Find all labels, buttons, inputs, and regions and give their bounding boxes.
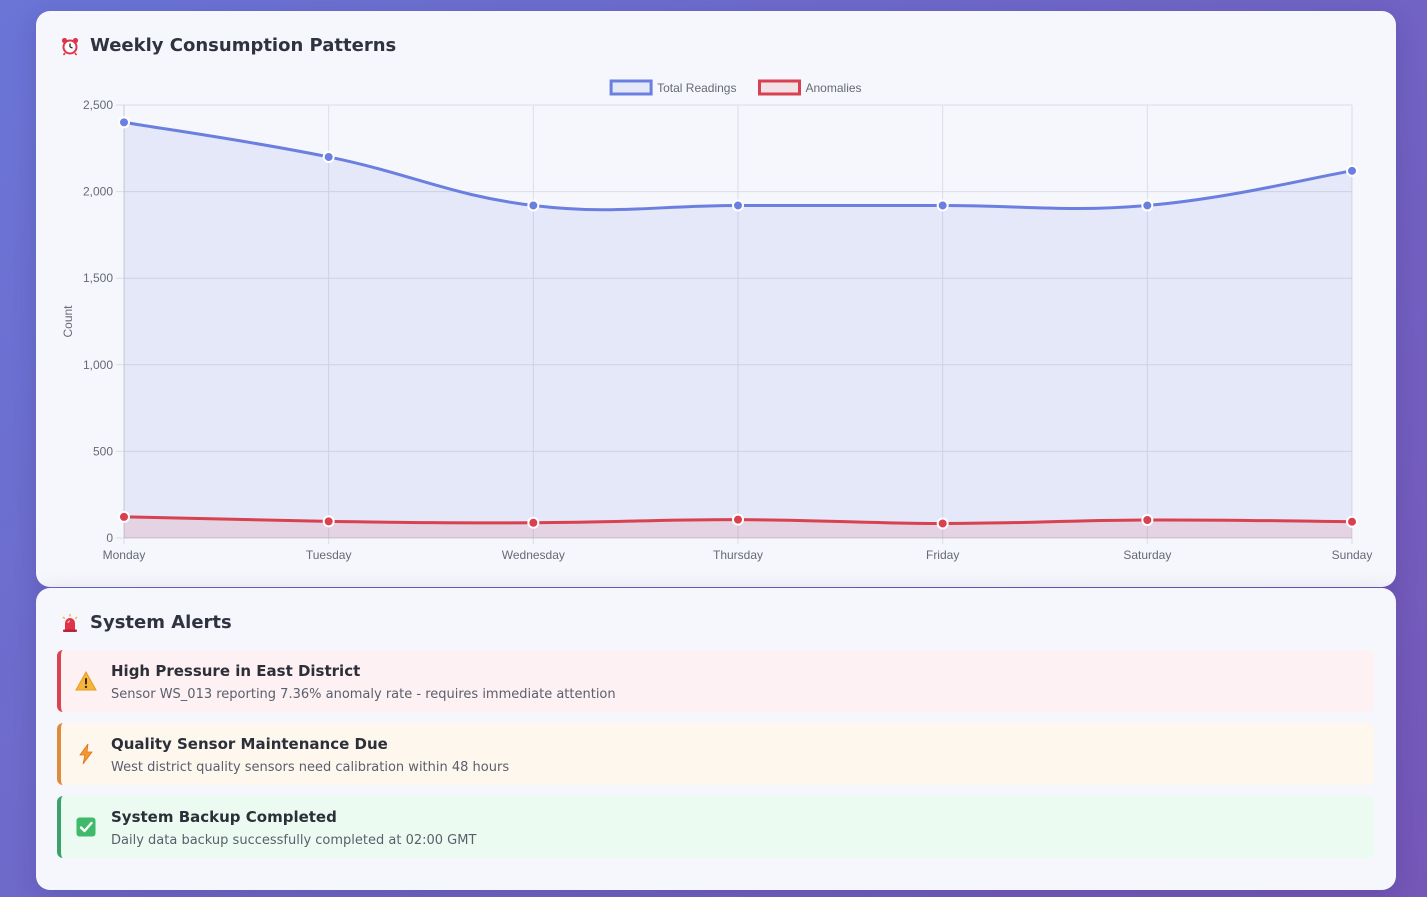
alerts-card-header: System Alerts	[60, 612, 232, 633]
consumption-title: Weekly Consumption Patterns	[90, 35, 397, 56]
alert-title: Quality Sensor Maintenance Due	[111, 735, 388, 753]
data-point	[322, 515, 335, 528]
data-point	[1141, 513, 1154, 526]
alert-message: Sensor WS_013 reporting 7.36% anomaly ra…	[111, 687, 616, 702]
x-tick-label: Monday	[103, 548, 146, 562]
legend-swatch	[609, 79, 653, 96]
data-point	[1346, 515, 1358, 528]
legend-swatch	[758, 79, 801, 96]
alert-message: Daily data backup successfully completed…	[111, 833, 477, 848]
alerts-title: System Alerts	[90, 612, 232, 633]
data-point	[118, 116, 130, 129]
alert-title: High Pressure in East District	[111, 662, 361, 680]
alert-item-backup[interactable]: System Backup Completed Daily data backu…	[57, 796, 1374, 858]
alerts-card: System Alerts High Pressure in East Dist…	[36, 588, 1396, 890]
y-tick-label: 2,500	[83, 98, 113, 112]
x-tick-label: Thursday	[713, 548, 763, 562]
x-tick-label: Tuesday	[306, 548, 352, 562]
y-tick-label: 0	[106, 531, 113, 545]
data-point	[936, 199, 949, 212]
alert-item-maintenance[interactable]: Quality Sensor Maintenance Due West dist…	[57, 723, 1374, 785]
alert-title: System Backup Completed	[111, 808, 337, 826]
y-tick-label: 1,000	[83, 358, 113, 372]
alert-message: West district quality sensors need calib…	[111, 760, 510, 775]
data-point	[1141, 199, 1154, 212]
x-tick-label: Wednesday	[502, 548, 565, 562]
x-tick-label: Friday	[926, 548, 959, 562]
data-point	[118, 510, 130, 523]
consumption-card: Weekly Consumption Patterns 0 500 1,000 1,5…	[36, 11, 1396, 587]
data-point	[732, 513, 744, 526]
y-tick-label: 2,000	[83, 185, 113, 199]
data-point	[527, 199, 540, 212]
data-point	[527, 516, 540, 529]
x-tick-label: Saturday	[1123, 548, 1171, 562]
consumption-card-header: Weekly Consumption Patterns	[60, 35, 396, 56]
data-point	[732, 199, 744, 212]
legend-label: Total Readings	[657, 81, 736, 95]
warning-icon	[75, 670, 97, 691]
alarm-clock-icon	[61, 37, 79, 55]
data-point	[936, 517, 949, 530]
check-icon	[76, 817, 96, 837]
y-tick-label: 500	[93, 444, 113, 458]
consumption-chart: 0 500 1,000 1,500 2,000 2,500 Monday Tuesday Wed…	[61, 79, 1373, 562]
y-axis-title: Count	[61, 305, 75, 338]
x-tick-label: Sunday	[1332, 548, 1373, 562]
data-point	[1346, 164, 1358, 177]
siren-icon	[62, 613, 78, 632]
series-area	[124, 122, 1352, 538]
lightning-icon	[79, 743, 93, 765]
legend-label: Anomalies	[806, 81, 862, 95]
y-tick-label: 1,500	[83, 271, 113, 285]
data-point	[322, 150, 335, 163]
alert-item-high-pressure[interactable]: High Pressure in East District Sensor WS…	[57, 650, 1374, 712]
